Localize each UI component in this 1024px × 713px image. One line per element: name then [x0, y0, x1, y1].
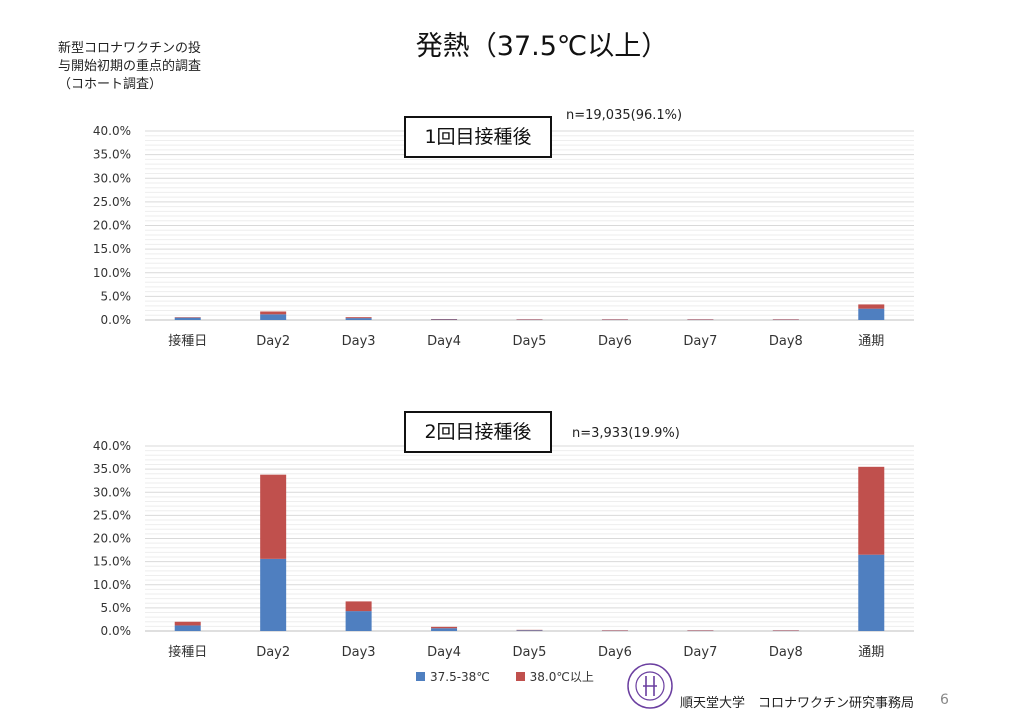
y-tick-label: 0.0% [101, 313, 132, 327]
y-tick-label: 30.0% [93, 485, 131, 499]
y-tick-label: 25.0% [93, 508, 131, 522]
x-tick-label: Day2 [256, 645, 290, 660]
bar-segment-high [772, 319, 799, 320]
x-tick-label: 通期 [858, 645, 884, 660]
legend-swatch-low [416, 672, 425, 681]
x-tick-label: Day4 [427, 645, 461, 660]
bar-segment-high [516, 319, 543, 320]
y-tick-label: 5.0% [101, 289, 132, 303]
bar-segment-low [431, 628, 458, 631]
page-number: 6 [940, 692, 949, 708]
x-tick-label: Day6 [598, 645, 632, 660]
x-tick-label: Day3 [342, 645, 376, 660]
bar-segment-high [687, 630, 714, 631]
y-tick-label: 10.0% [93, 578, 131, 592]
chart-second-dose: 0.0% 5.0% 10.0% 15.0% 20.0% 25.0% 30.0% 35.0% 40… [93, 439, 914, 660]
bar-segment-high [345, 601, 372, 612]
x-tick-label: 接種日 [168, 333, 207, 349]
bar-segment-high [345, 317, 372, 319]
x-tick-label: Day8 [769, 334, 803, 349]
y-tick-label: 15.0% [93, 555, 131, 569]
bar-segment-low [260, 314, 287, 320]
x-tick-label: 通期 [858, 334, 884, 349]
x-tick-label: Day3 [342, 334, 376, 349]
side-note-line-1: 新型コロナワクチンの投 [58, 41, 202, 56]
bar-segment-low [516, 630, 543, 631]
footer-organization: 順天堂大学 コロナワクチン研究事務局 [680, 696, 915, 711]
x-tick-label: 接種日 [168, 644, 207, 660]
bar-segment-high [516, 629, 543, 631]
legend-item-high: 38.0℃以上 [515, 668, 594, 685]
y-tick-label: 40.0% [93, 439, 131, 453]
chart-title-first-dose: 1回目接種後 [404, 116, 552, 158]
legend-swatch-high [515, 672, 525, 681]
bar-segment-high [687, 319, 714, 320]
bar-segment-low [345, 611, 372, 631]
legend: 37.5-38℃ 38.0℃以上 [416, 668, 616, 685]
university-seal-icon [627, 663, 673, 709]
chart-title-second-dose: 2回目接種後 [404, 411, 552, 453]
n-label-second-dose: n=3,933(19.9%) [572, 426, 680, 441]
bar-segment-low [260, 558, 287, 631]
y-tick-label: 15.0% [93, 242, 131, 256]
y-tick-label: 35.0% [93, 462, 131, 476]
y-tick-label: 20.0% [93, 532, 131, 546]
bar-segment-high [431, 626, 458, 629]
y-tick-label: 20.0% [93, 219, 131, 233]
page-title: 発熱（37.5℃以上） [415, 31, 669, 62]
y-tick-label: 40.0% [93, 124, 131, 138]
y-tick-label: 35.0% [93, 148, 131, 162]
side-note-line-3: （コホート調査） [58, 77, 163, 92]
x-tick-label: Day5 [513, 645, 547, 660]
bar-segment-high [431, 319, 458, 320]
x-tick-label: Day7 [683, 334, 717, 349]
legend-label-low: 37.5-38℃ [430, 669, 490, 684]
bar-segment-high [174, 317, 201, 318]
x-tick-label: Day8 [769, 645, 803, 660]
side-note-line-2: 与開始初期の重点的調査 [58, 59, 202, 74]
n-label-first-dose: n=19,035(96.1%) [566, 108, 683, 123]
y-tick-label: 30.0% [93, 171, 131, 185]
side-note: 新型コロナワクチンの投 与開始初期の重点的調査 （コホート調査） [58, 40, 201, 94]
bar-segment-low [858, 554, 885, 631]
chart-first-dose: 0.0% 5.0% 10.0% 15.0% 20.0% 25.0% 30.0% 35.0% 40… [93, 124, 914, 349]
bar-segment-high [260, 474, 287, 559]
bar-segment-high [260, 311, 287, 315]
bar-segment-high [772, 630, 799, 631]
x-tick-label: Day6 [598, 334, 632, 349]
y-tick-label: 10.0% [93, 266, 131, 280]
x-tick-label: Day2 [256, 334, 290, 349]
bar-segment-high [601, 630, 628, 631]
y-tick-label: 5.0% [101, 601, 132, 615]
legend-label-high: 38.0℃以上 [529, 670, 594, 684]
bar-segment-high [601, 319, 628, 320]
bar-segment-low [431, 319, 458, 320]
bar-segment-low [174, 625, 201, 631]
x-tick-label: Day4 [427, 334, 461, 349]
y-tick-label: 25.0% [93, 195, 131, 209]
bar-segment-low [858, 308, 885, 320]
bar-segment-high [858, 466, 885, 555]
x-tick-label: Day7 [683, 645, 717, 660]
bar-segment-high [858, 304, 885, 309]
bar-segment-low [174, 317, 201, 320]
bar-segment-high [174, 621, 201, 626]
bar-segment-low [345, 318, 372, 320]
y-tick-label: 0.0% [101, 624, 132, 638]
legend-item-low: 37.5-38℃ [416, 670, 490, 684]
x-tick-label: Day5 [513, 334, 547, 349]
